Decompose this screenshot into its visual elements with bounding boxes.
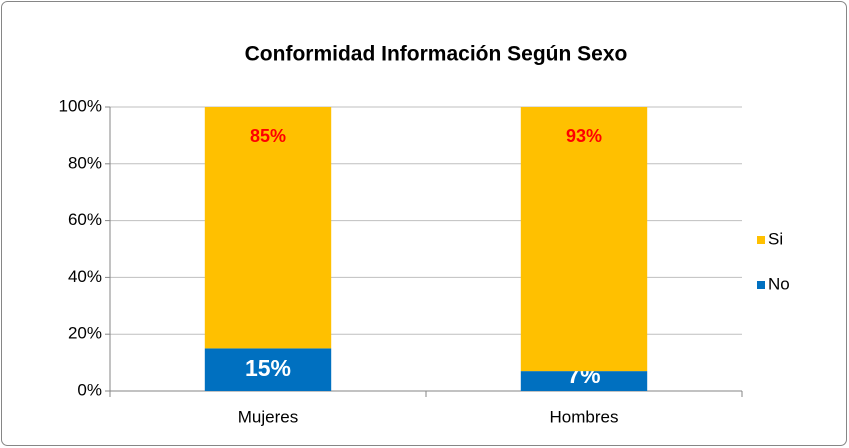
data-label: 15% (245, 355, 291, 381)
data-label: 93% (566, 126, 602, 146)
data-label: 85% (250, 126, 286, 146)
x-tick-label: Hombres (550, 407, 619, 426)
y-tick-label: 60% (68, 210, 102, 229)
y-tick-label: 100% (59, 96, 102, 115)
bar-segment (204, 107, 332, 349)
legend-label: Si (768, 229, 783, 248)
legend-swatch (757, 281, 765, 289)
bar-segment (204, 348, 332, 391)
bar-segment (520, 371, 648, 391)
legend-swatch (757, 236, 765, 244)
y-tick-label: 0% (77, 380, 102, 399)
bar-segment (520, 107, 648, 372)
chart-title: Conformidad Información Según Sexo (245, 43, 628, 66)
y-tick-label: 80% (68, 153, 102, 172)
legend-label: No (768, 274, 790, 293)
y-tick-label: 40% (68, 267, 102, 286)
x-tick-label: Mujeres (238, 407, 298, 426)
y-tick-label: 20% (68, 324, 102, 343)
